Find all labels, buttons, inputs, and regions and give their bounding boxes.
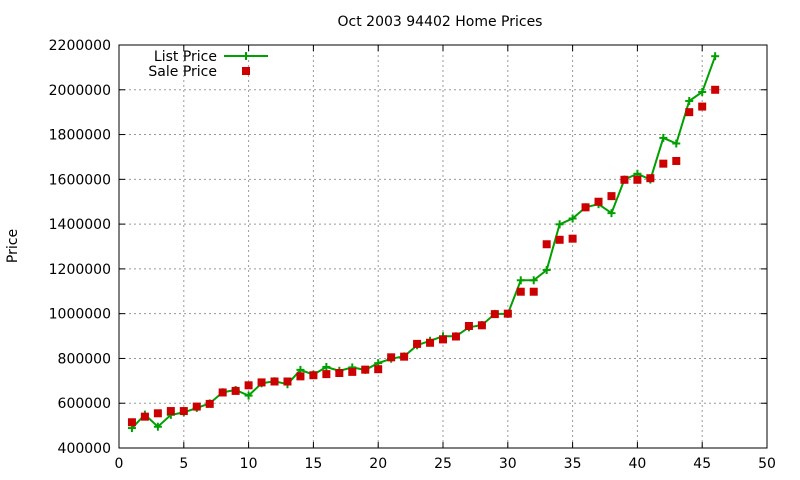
list-price-point: [542, 266, 551, 275]
sale-price-point: [542, 240, 551, 249]
sale-price-point: [361, 365, 370, 374]
list-price-point: [672, 139, 681, 148]
sale-price-point: [568, 234, 577, 243]
x-tick-label: 25: [434, 456, 452, 472]
y-axis-label: Price: [5, 229, 21, 263]
sale-price-point: [516, 287, 525, 296]
x-tick-label: 30: [499, 456, 517, 472]
chart-title: Oct 2003 94402 Home Prices: [338, 14, 543, 30]
list-price-point: [698, 88, 707, 97]
list-price-point: [711, 52, 720, 61]
list-price-point: [244, 391, 253, 400]
legend-sample-sale-price-square: [242, 67, 250, 75]
x-tick-labels: 0 5 10 15 20 25 30 35 40 45 50: [115, 456, 776, 472]
list-price-point: [568, 214, 577, 223]
sale-price-point: [633, 175, 642, 184]
y-tick-label: 1000000: [49, 307, 111, 323]
x-tick-label: 45: [693, 456, 711, 472]
sale-price-point: [335, 368, 344, 377]
y-tick-label: 800000: [58, 351, 111, 367]
sale-price-point: [192, 402, 201, 411]
sale-price-point: [322, 370, 331, 379]
sale-price-point: [490, 310, 499, 319]
sale-price-point: [348, 367, 357, 376]
x-tick-label: 0: [115, 456, 124, 472]
sale-price-point: [607, 192, 616, 201]
sale-price-point: [413, 339, 422, 348]
list-price-point: [685, 96, 694, 105]
y-tick-label: 600000: [58, 396, 111, 412]
sale-price-point: [309, 371, 318, 380]
legend-label-sale-price: Sale Price: [148, 64, 217, 80]
list-price-point: [322, 362, 331, 371]
sale-price-point: [594, 197, 603, 206]
sale-price-point: [698, 102, 707, 111]
list-price-point: [555, 220, 564, 229]
x-tick-label: 15: [304, 456, 322, 472]
list-price-point: [529, 276, 538, 285]
y-tick-label: 2200000: [49, 38, 111, 54]
sale-price-point: [270, 377, 279, 386]
list-price-point: [607, 209, 616, 218]
x-tick-label: 20: [369, 456, 387, 472]
sale-price-point: [711, 85, 720, 94]
sale-price-point: [477, 321, 486, 330]
sale-price-point: [555, 235, 564, 244]
y-tick-labels: 400000 600000 800000 1000000 1200000 1400000 1…: [49, 38, 111, 457]
y-tick-label: 1600000: [49, 172, 111, 188]
sale-price-point: [400, 352, 409, 361]
y-tick-label: 400000: [58, 441, 111, 457]
sale-price-point: [374, 365, 383, 374]
sale-price-point: [283, 377, 292, 386]
sale-price-point: [672, 156, 681, 165]
list-price-line: [131, 55, 717, 429]
x-tick-label: 5: [179, 456, 188, 472]
grid: [119, 45, 767, 448]
list-price-point: [659, 133, 668, 142]
sale-price-point: [387, 353, 396, 362]
sale-price-point: [205, 399, 214, 408]
sale-price-point: [620, 175, 629, 184]
sale-price-point: [659, 159, 668, 168]
x-tick-label: 10: [240, 456, 258, 472]
y-tick-label: 1800000: [49, 128, 111, 144]
sale-price-point: [257, 378, 266, 387]
x-tick-label: 50: [758, 456, 776, 472]
sale-price-point: [451, 332, 460, 341]
sale-price-point: [529, 287, 538, 296]
sale-price-point: [153, 409, 162, 418]
x-tick-label: 35: [564, 456, 582, 472]
sale-price-point: [439, 335, 447, 344]
sale-price-point: [127, 418, 136, 427]
y-tick-label: 1200000: [49, 262, 111, 278]
sale-price-point: [140, 412, 149, 421]
sale-price-point: [503, 309, 512, 318]
sale-price-point: [244, 381, 253, 390]
sale-price-point: [685, 108, 694, 117]
sale-price-point: [646, 174, 655, 183]
sale-price-point: [426, 338, 435, 347]
legend: List Price Sale Price: [148, 49, 268, 80]
axis-ticks: [118, 44, 768, 449]
list-price-point: [516, 276, 525, 285]
sale-price-point: [296, 372, 305, 381]
sale-price-point: [231, 386, 240, 395]
sale-price-point: [179, 407, 188, 416]
y-tick-label: 2000000: [49, 83, 111, 99]
sale-price-point: [581, 203, 590, 212]
sale-price-point: [218, 388, 227, 397]
y-tick-label: 1400000: [49, 217, 111, 233]
sale-price-point: [166, 407, 175, 416]
sale-price-point: [464, 321, 473, 330]
series: [127, 52, 720, 433]
list-price-point: [153, 422, 162, 431]
legend-label-list-price: List Price: [154, 49, 217, 65]
x-tick-label: 40: [628, 456, 646, 472]
